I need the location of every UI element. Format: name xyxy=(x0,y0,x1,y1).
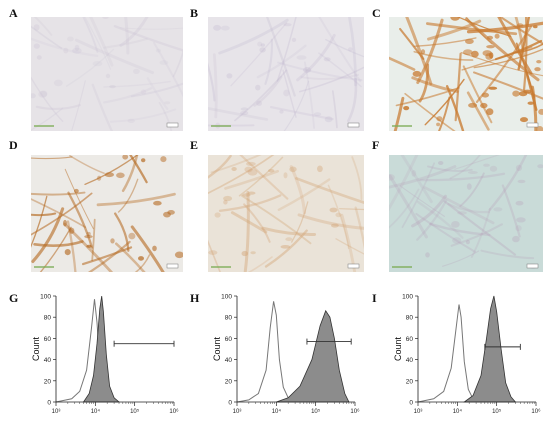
y-tick-label: 0 xyxy=(409,400,413,407)
axes xyxy=(55,296,174,403)
panel-label-g: G xyxy=(9,291,19,305)
y-tick-label: 40 xyxy=(44,357,52,364)
micrograph-b xyxy=(208,17,364,131)
flow-histogram-g: 0 20 40 60 80 100 10³ 10⁴ 10⁵ 10⁶ Count xyxy=(26,288,179,422)
panel-label-d: D xyxy=(9,138,18,152)
micrograph-a xyxy=(31,17,183,131)
y-axis-label: Count xyxy=(212,337,222,362)
y-tick-label: 80 xyxy=(44,315,52,322)
micrograph-c xyxy=(389,17,543,131)
y-tick-label: 60 xyxy=(225,336,233,343)
histogram-outline-series xyxy=(236,301,295,403)
x-tick-label: 10⁶ xyxy=(350,408,360,415)
x-tick-label: 10³ xyxy=(233,409,242,415)
y-tick-label: 40 xyxy=(406,357,414,364)
micrograph-f xyxy=(389,155,543,272)
x-tick-label: 10⁶ xyxy=(531,408,541,415)
y-tick-label: 80 xyxy=(225,315,233,322)
panel-label-i: I xyxy=(372,291,377,305)
y-tick-label: 0 xyxy=(47,400,51,407)
x-tick-label: 10⁵ xyxy=(311,408,321,415)
x-tick-label: 10⁴ xyxy=(91,408,101,415)
x-tick-label: 10⁵ xyxy=(130,408,140,415)
histogram-filled-series xyxy=(276,309,350,403)
y-axis-label: Count xyxy=(393,337,403,362)
micrograph-e xyxy=(208,155,364,272)
x-tick-label: 10⁶ xyxy=(169,408,179,415)
y-tick-label: 0 xyxy=(228,400,232,407)
y-tick-label: 100 xyxy=(40,294,51,301)
panel-label-b: B xyxy=(190,6,199,20)
panel-label-e: E xyxy=(190,138,199,152)
flow-histogram-h: 0 20 40 60 80 100 10³ 10⁴ 10⁵ 10⁶ Count xyxy=(207,288,360,422)
gate-marker xyxy=(484,343,521,350)
y-tick-label: 80 xyxy=(406,315,414,322)
panel-label-c: C xyxy=(372,6,381,20)
x-tick-label: 10⁴ xyxy=(272,408,282,415)
histogram-filled-series xyxy=(463,295,517,403)
micrograph-d xyxy=(31,155,183,272)
x-tick-label: 10⁴ xyxy=(453,408,463,415)
gate-marker xyxy=(306,338,352,345)
y-tick-label: 40 xyxy=(225,357,233,364)
panel-label-a: A xyxy=(9,6,18,20)
panel-label-f: F xyxy=(372,138,380,152)
y-tick-label: 20 xyxy=(44,378,52,385)
y-axis-label: Count xyxy=(31,337,41,362)
y-tick-label: 20 xyxy=(225,378,233,385)
y-tick-label: 100 xyxy=(221,294,232,301)
histogram-outline-series xyxy=(417,304,479,403)
x-tick-label: 10³ xyxy=(52,409,61,415)
histogram-filled-series xyxy=(82,295,121,403)
gate-marker xyxy=(113,340,175,347)
panel-label-h: H xyxy=(190,291,200,305)
y-tick-label: 60 xyxy=(406,336,414,343)
y-tick-label: 20 xyxy=(406,378,414,385)
flow-histogram-i: 0 20 40 60 80 100 10³ 10⁴ 10⁵ 10⁶ Count xyxy=(388,288,541,422)
x-tick-label: 10³ xyxy=(414,409,423,415)
y-tick-label: 100 xyxy=(402,294,413,301)
x-tick-label: 10⁵ xyxy=(492,408,502,415)
y-tick-label: 60 xyxy=(44,336,52,343)
